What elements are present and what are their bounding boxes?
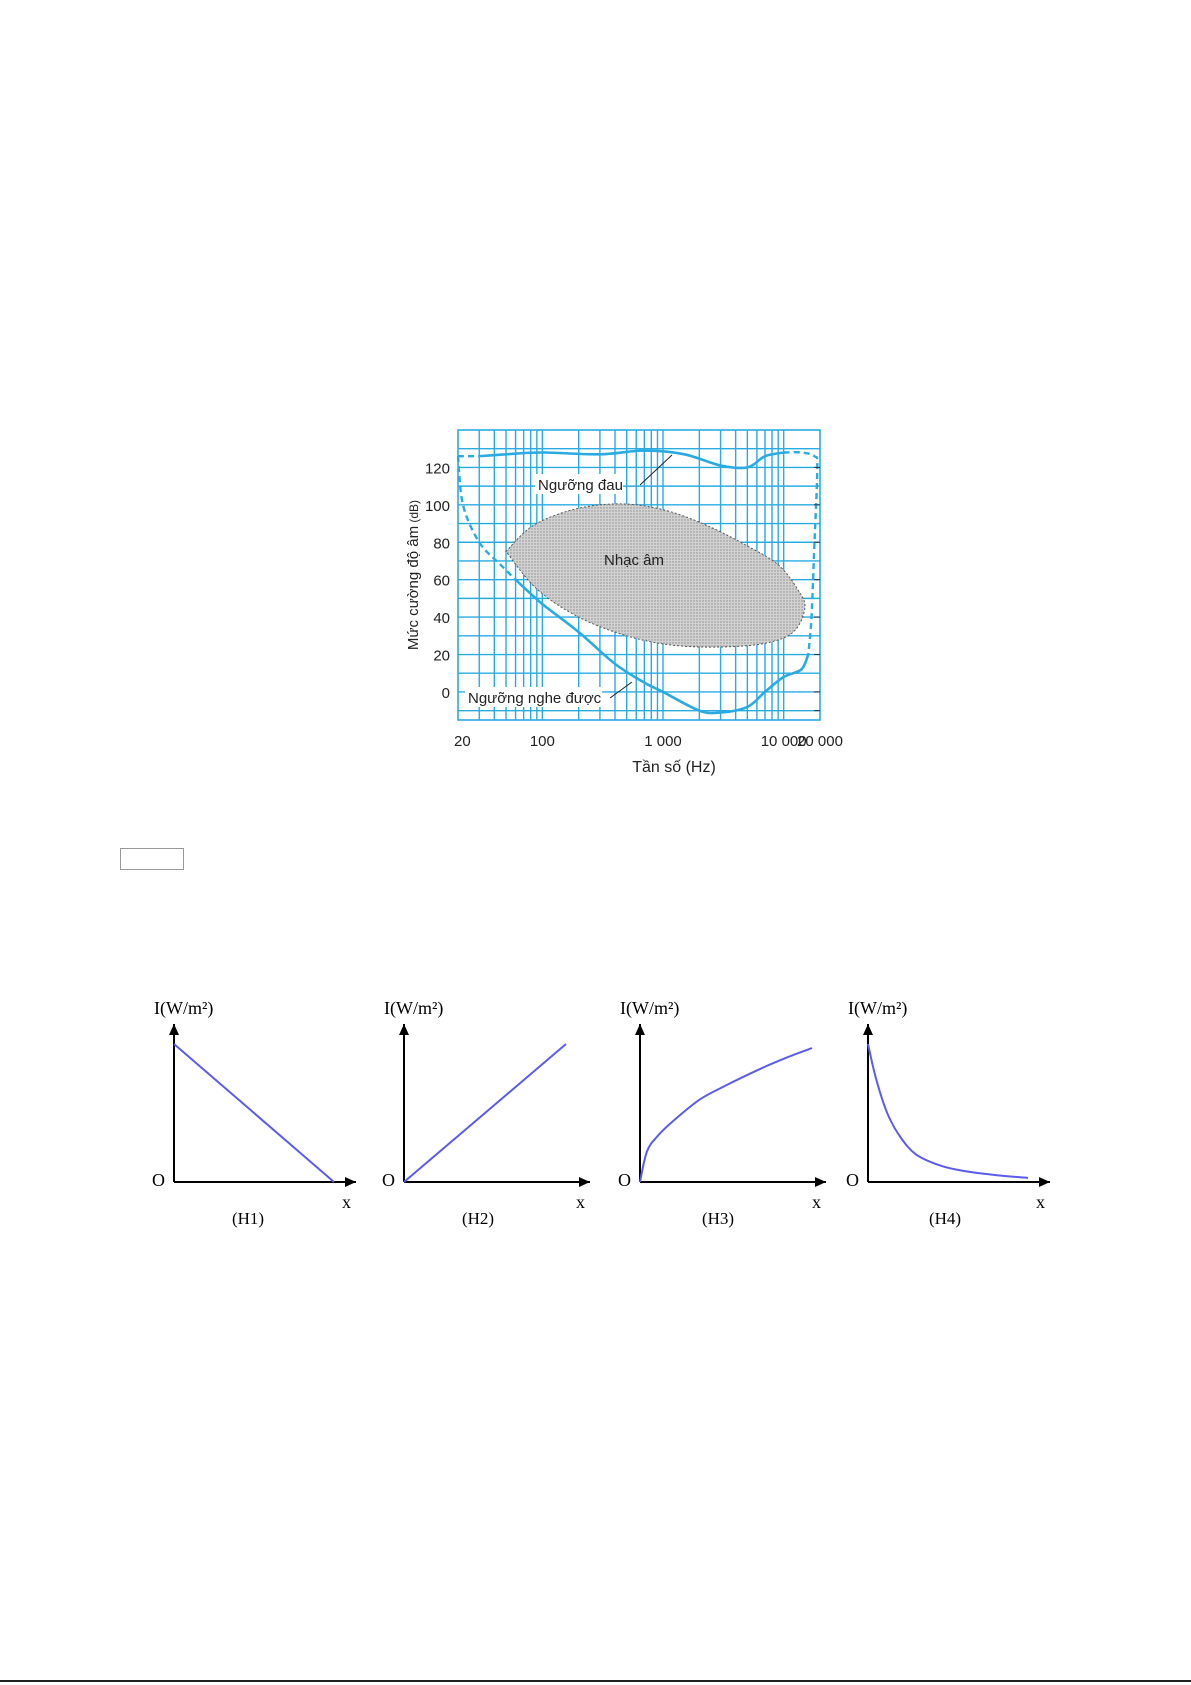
graph-H4: Ox I(W/m²) (H4) xyxy=(846,998,1050,1228)
origin-label: O xyxy=(382,1170,395,1190)
graph-H3: Ox I(W/m²) (H3) xyxy=(618,998,826,1228)
graph-H1: Ox I(W/m²) (H1) xyxy=(152,998,356,1228)
y-axis-label: I(W/m²) xyxy=(620,998,679,1019)
x-axis-label: x xyxy=(342,1192,351,1212)
curve-H1 xyxy=(173,1043,335,1183)
hearing-threshold-leader xyxy=(609,681,633,699)
x-axis-arrow xyxy=(345,1177,356,1187)
y-tick-label: 20 xyxy=(433,648,450,665)
graph-H2: Ox I(W/m²) (H2) xyxy=(382,998,590,1228)
hearing-threshold-curve xyxy=(514,578,810,715)
y-axis-arrow xyxy=(399,1024,409,1035)
origin-label: O xyxy=(618,1170,631,1190)
y-axis-label: I(W/m²) xyxy=(848,998,907,1019)
pain-threshold-curve xyxy=(479,449,784,470)
hearing-threshold-label: Ngưỡng nghe được xyxy=(468,690,602,707)
x-tick-label: 10 000 xyxy=(761,733,807,750)
dashed-extension xyxy=(456,456,517,581)
x-axis-label: x xyxy=(1036,1192,1045,1212)
x-axis-label: x xyxy=(812,1192,821,1212)
y-axis-arrow xyxy=(635,1024,645,1035)
x-tick-label: 100 xyxy=(530,733,555,750)
x-tick-label: 20 000 xyxy=(797,733,843,750)
page-bottom-rule xyxy=(0,1680,1191,1682)
y-axis-arrow xyxy=(863,1024,873,1035)
y-tick-label: 40 xyxy=(433,610,450,627)
music-label: Nhạc âm xyxy=(604,552,664,569)
origin-label: O xyxy=(152,1170,165,1190)
pain-threshold-label: Ngưỡng đau xyxy=(538,477,623,494)
origin-label: O xyxy=(846,1170,859,1190)
plot-frame xyxy=(457,429,821,721)
x-axis-label: Tần số (Hz) xyxy=(632,759,716,776)
y-axis-label: I(W/m²) xyxy=(384,998,443,1019)
curve-H3 xyxy=(639,1047,813,1183)
graph-caption: (H1) xyxy=(232,1209,264,1228)
x-axis-label: x xyxy=(576,1192,585,1212)
curve-H4 xyxy=(867,1043,1029,1179)
graph-caption: (H3) xyxy=(702,1209,734,1228)
y-tick-label: 80 xyxy=(433,535,450,552)
y-axis-arrow xyxy=(169,1024,179,1035)
hearing-threshold-label-bg xyxy=(465,687,603,707)
x-tick-label: 1 000 xyxy=(644,733,682,750)
y-tick-label: 60 xyxy=(433,573,450,590)
graph-caption: (H4) xyxy=(929,1209,961,1228)
intensity-graphs: OxI(W/m²)(H1)OxI(W/m²)(H2)OxI(W/m²)(H3)O… xyxy=(152,998,1050,1228)
y-tick-label: 0 xyxy=(442,685,450,702)
pain-threshold-label-bg xyxy=(535,474,623,494)
music-region xyxy=(505,503,806,648)
y-axis-label: Mức cường độ âm (dB) xyxy=(405,500,422,650)
x-axis-arrow xyxy=(815,1177,826,1187)
y-tick-label: 120 xyxy=(425,460,450,477)
curve-H2 xyxy=(403,1043,567,1183)
x-axis-arrow xyxy=(1039,1177,1050,1187)
y-axis-label: I(W/m²) xyxy=(154,998,213,1019)
pain-threshold-leader xyxy=(639,454,673,486)
graph-caption: (H2) xyxy=(462,1209,494,1228)
x-tick-label: 20 xyxy=(454,733,471,750)
answer-box[interactable] xyxy=(120,848,184,870)
x-axis-arrow xyxy=(579,1177,590,1187)
y-tick-label: 100 xyxy=(425,498,450,515)
